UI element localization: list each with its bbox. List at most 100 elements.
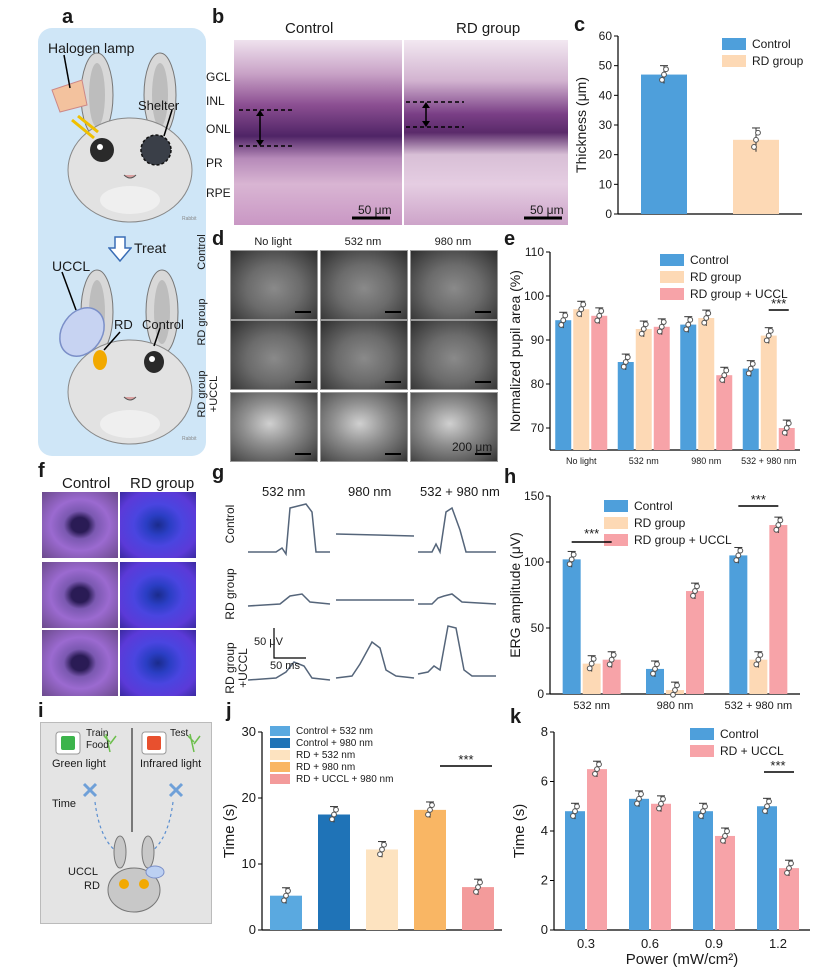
bar bbox=[641, 74, 687, 214]
y-axis-label: Time (s) bbox=[222, 804, 238, 858]
behavior-diagram bbox=[55, 728, 201, 913]
data-point bbox=[622, 359, 629, 365]
pupil-col-label: 532 nm bbox=[344, 236, 382, 248]
x-axis-label: Power (mW/cm²) bbox=[626, 951, 739, 968]
bar bbox=[573, 309, 590, 450]
x-tick-label: 532 nm bbox=[629, 456, 659, 466]
legend-label: RD + UCCL bbox=[720, 744, 784, 758]
panel-label-e: e bbox=[504, 228, 516, 250]
legend-swatch bbox=[270, 762, 290, 772]
erg-col-label: 532 nm bbox=[262, 484, 306, 499]
pupil-image bbox=[320, 250, 408, 320]
data-point bbox=[785, 420, 792, 427]
data-point bbox=[701, 319, 708, 326]
data-point bbox=[638, 330, 645, 337]
data-point bbox=[663, 66, 669, 73]
scale-bar bbox=[385, 453, 401, 455]
rabbit-watermark: Rabbit bbox=[182, 216, 197, 222]
data-point bbox=[723, 367, 730, 374]
bar bbox=[635, 329, 652, 450]
data-point bbox=[475, 884, 481, 891]
legend-label: Control bbox=[720, 727, 759, 741]
fundus-col-rd: RD group bbox=[130, 475, 195, 492]
erg-trace-control-980 bbox=[335, 533, 415, 537]
x-tick-label: 980 nm bbox=[691, 456, 721, 466]
data-point bbox=[783, 425, 790, 431]
time-label: Time bbox=[52, 798, 77, 810]
data-point bbox=[751, 144, 757, 150]
row-label-line: RD group bbox=[196, 370, 208, 418]
y-tick-label: 8 bbox=[541, 724, 548, 739]
erg-col-label: 532 + 980 nm bbox=[420, 484, 500, 499]
bar bbox=[555, 320, 572, 450]
shelter-label: Shelter bbox=[138, 98, 180, 113]
histology-col-control: Control bbox=[285, 20, 334, 37]
data-point bbox=[722, 833, 728, 839]
data-point bbox=[283, 892, 289, 899]
y-tick-label: 0 bbox=[249, 922, 256, 937]
data-point bbox=[685, 321, 692, 328]
rabbit-illustration-top: Rabbit bbox=[51, 52, 197, 223]
fundus-image bbox=[42, 492, 118, 558]
bar bbox=[760, 335, 777, 450]
data-point bbox=[642, 321, 649, 328]
data-point bbox=[586, 665, 593, 672]
bar bbox=[769, 525, 788, 694]
bar bbox=[629, 798, 649, 930]
fundus-image bbox=[42, 630, 118, 696]
data-point bbox=[580, 301, 587, 308]
data-point bbox=[733, 557, 740, 564]
legend-label: Control bbox=[634, 499, 673, 513]
bar bbox=[779, 868, 799, 930]
bar bbox=[366, 849, 398, 930]
data-point bbox=[705, 310, 712, 317]
bar bbox=[318, 814, 350, 930]
data-point bbox=[638, 791, 644, 797]
y-tick-label: 40 bbox=[599, 88, 613, 102]
data-point bbox=[703, 315, 710, 321]
chart-erg-amplitude: 0 50 100 150 ERG amplitude (μV) 532 nm 980 nm 5… bbox=[508, 489, 800, 711]
data-point bbox=[596, 761, 602, 768]
y-tick-label: 20 bbox=[242, 790, 256, 805]
panel-label-a: a bbox=[62, 6, 74, 28]
fundus-image bbox=[42, 562, 118, 628]
data-point bbox=[658, 800, 664, 807]
x-tick-label: 0.9 bbox=[705, 936, 723, 951]
legend-label: Control + 980 nm bbox=[296, 738, 373, 749]
legend-label: RD + 980 nm bbox=[296, 762, 355, 773]
legend-label: Control bbox=[752, 37, 791, 51]
data-point bbox=[578, 306, 585, 313]
scale-bar-label: 50 μm bbox=[358, 203, 392, 217]
data-point bbox=[596, 312, 603, 319]
histology-image-rd bbox=[404, 40, 568, 225]
data-point bbox=[781, 429, 788, 436]
erg-scale-voltage: 50 μV bbox=[254, 636, 283, 648]
data-point bbox=[788, 860, 794, 867]
x-tick-label: 980 nm bbox=[657, 700, 694, 711]
data-point bbox=[764, 803, 770, 810]
data-point bbox=[658, 323, 665, 330]
x-tick-label: No light bbox=[566, 456, 597, 466]
bar bbox=[698, 318, 715, 450]
y-axis-label: ERG amplitude (μV) bbox=[508, 532, 523, 658]
fundus-image bbox=[120, 492, 196, 558]
data-point bbox=[588, 660, 595, 667]
legend-swatch bbox=[604, 500, 628, 512]
data-point bbox=[735, 552, 742, 559]
y-tick-label: 20 bbox=[599, 148, 613, 162]
data-point bbox=[656, 805, 662, 812]
bar bbox=[693, 811, 713, 930]
data-point bbox=[773, 526, 780, 533]
pupil-col-label: No light bbox=[254, 236, 292, 248]
data-point bbox=[660, 796, 666, 802]
data-point bbox=[721, 372, 728, 379]
erg-row-label: Control bbox=[223, 488, 237, 560]
data-point bbox=[379, 846, 385, 853]
rd-label: RD bbox=[114, 317, 133, 332]
y-tick-label: 10 bbox=[599, 177, 613, 191]
fundus-image bbox=[120, 562, 196, 628]
data-point bbox=[652, 666, 658, 672]
significance-label: *** bbox=[751, 492, 766, 507]
bar bbox=[602, 659, 621, 694]
